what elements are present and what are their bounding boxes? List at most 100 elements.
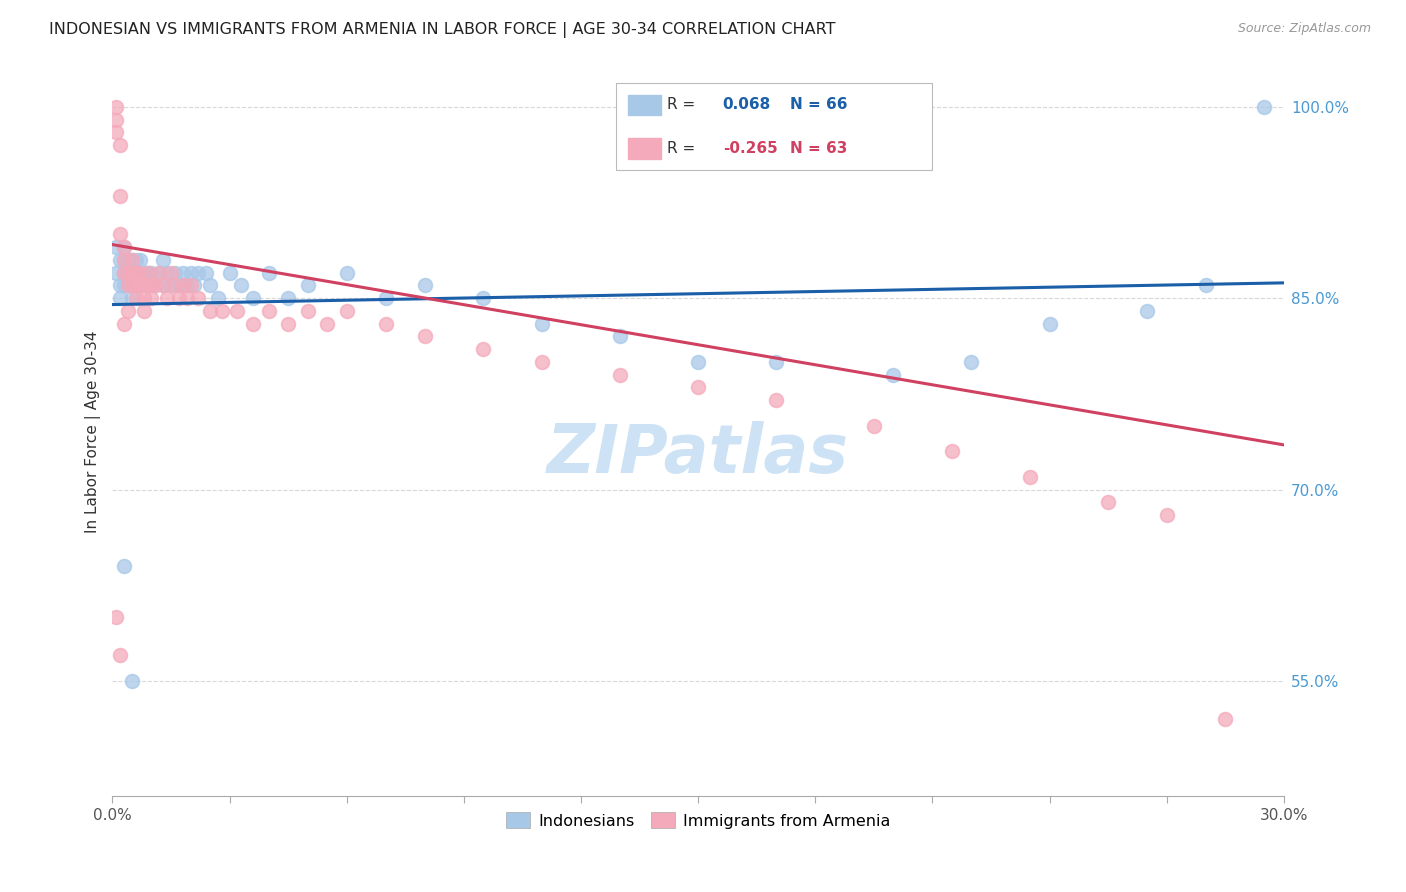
Point [1136,304,1159,318]
Point [132,291,155,305]
Point [121,266,143,280]
Point [128,266,150,280]
FancyBboxPatch shape [616,83,932,170]
Point [211,304,233,318]
Point [136,278,159,293]
Point [145,278,167,293]
Point [226,304,249,318]
Point [110,189,132,203]
Point [195,266,218,280]
Point [1253,100,1275,114]
Point [117,266,139,280]
Point [413,329,436,343]
Point [530,317,553,331]
Point [110,648,132,663]
Point [183,278,205,293]
Point [530,355,553,369]
Point [882,368,904,382]
Point [145,278,167,293]
Text: INDONESIAN VS IMMIGRANTS FROM ARMENIA IN LABOR FORCE | AGE 30-34 CORRELATION CHA: INDONESIAN VS IMMIGRANTS FROM ARMENIA IN… [49,22,835,38]
Point [374,317,396,331]
Point [105,240,128,254]
Point [121,266,143,280]
Point [160,278,183,293]
Point [765,393,787,408]
Point [141,291,163,305]
Point [609,329,631,343]
Point [121,252,143,267]
Point [117,278,139,293]
Point [112,252,135,267]
Point [172,266,194,280]
Point [277,291,299,305]
Point [132,304,155,318]
Text: N = 63: N = 63 [790,141,846,156]
Point [163,278,186,293]
Point [242,317,264,331]
Point [112,240,135,254]
Point [242,291,264,305]
Point [152,278,174,293]
Point [172,278,194,293]
Point [148,266,170,280]
Point [125,278,148,293]
Point [105,610,128,624]
Point [1213,712,1236,726]
Point [156,291,179,305]
Point [128,266,150,280]
Point [128,252,150,267]
Point [167,278,190,293]
Point [112,317,135,331]
Text: R =: R = [666,97,700,112]
Text: -0.265: -0.265 [723,141,778,156]
Point [609,368,631,382]
Point [156,266,179,280]
Point [413,278,436,293]
Point [198,278,221,293]
Point [112,559,135,574]
Point [277,317,299,331]
Point [128,278,150,293]
Point [121,252,143,267]
Point [316,317,339,331]
Point [125,291,148,305]
Point [132,278,155,293]
Point [117,252,139,267]
Point [112,266,135,280]
Point [187,266,209,280]
Point [218,266,240,280]
Point [198,304,221,318]
Point [125,278,148,293]
Point [1039,317,1062,331]
Text: ZIPatlas: ZIPatlas [547,421,849,487]
Point [688,355,710,369]
Point [336,304,359,318]
Point [688,380,710,394]
Point [960,355,983,369]
Point [941,444,963,458]
Point [117,278,139,293]
Point [176,278,198,293]
Point [105,100,128,114]
Point [1156,508,1178,522]
Point [112,252,135,267]
Bar [628,95,661,115]
Point [863,418,886,433]
Point [167,291,190,305]
Point [110,138,132,153]
Point [141,266,163,280]
Point [176,291,198,305]
Point [112,266,135,280]
Point [132,278,155,293]
Point [125,266,148,280]
Point [187,291,209,305]
Point [112,278,135,293]
Point [472,291,495,305]
Point [117,304,139,318]
Point [257,304,280,318]
Point [136,278,159,293]
Point [336,266,359,280]
Text: 0.068: 0.068 [723,97,770,112]
Bar [628,138,661,159]
Text: N = 66: N = 66 [790,97,846,112]
